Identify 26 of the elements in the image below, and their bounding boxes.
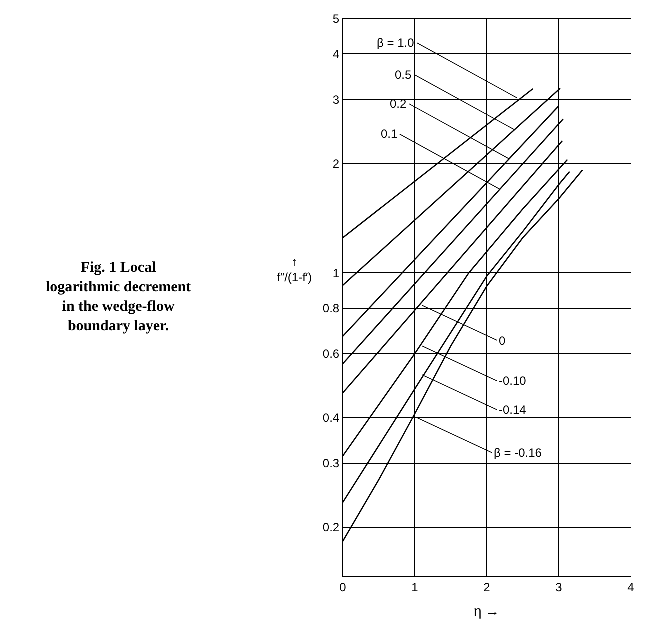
- annotation: β = 1.0: [377, 36, 415, 50]
- y-tick-label: 3: [332, 92, 340, 107]
- y-tick-label: 5: [332, 12, 340, 26]
- x-axis-title: η →: [474, 603, 500, 619]
- text: Fig. 1 Local logarithmic decrement in the wedge-flow boundary layer.: [46, 260, 192, 334]
- y-tick-label: 4: [332, 47, 340, 62]
- x-tick-label: 2: [484, 580, 491, 594]
- x-tick-label: 1: [412, 580, 419, 594]
- annotation: -0.10: [499, 374, 527, 388]
- annotation: 0.5: [395, 68, 412, 82]
- annotation: 0: [499, 334, 506, 348]
- y-tick-label: 1: [332, 266, 340, 280]
- y-tick-label: 0.3: [322, 456, 340, 471]
- x-tick-label: 4: [628, 580, 635, 594]
- annotation: 0.1: [381, 127, 398, 141]
- y-tick-label: 0.8: [322, 302, 340, 316]
- y-tick-label: 0.2: [322, 520, 340, 535]
- y-tick-label: 2: [332, 156, 340, 171]
- y-tick-label: 0.4: [322, 411, 340, 426]
- y-tick-label: 0.6: [322, 347, 340, 362]
- annotation: 0.2: [390, 97, 408, 111]
- x-tick-label: 3: [556, 580, 563, 594]
- y-axis-title: ↑ f″/(1-f′): [277, 255, 312, 285]
- annotation: β = -0.16: [494, 446, 542, 460]
- annotation: -0.14: [499, 403, 527, 417]
- x-tick-label: 0: [340, 580, 347, 594]
